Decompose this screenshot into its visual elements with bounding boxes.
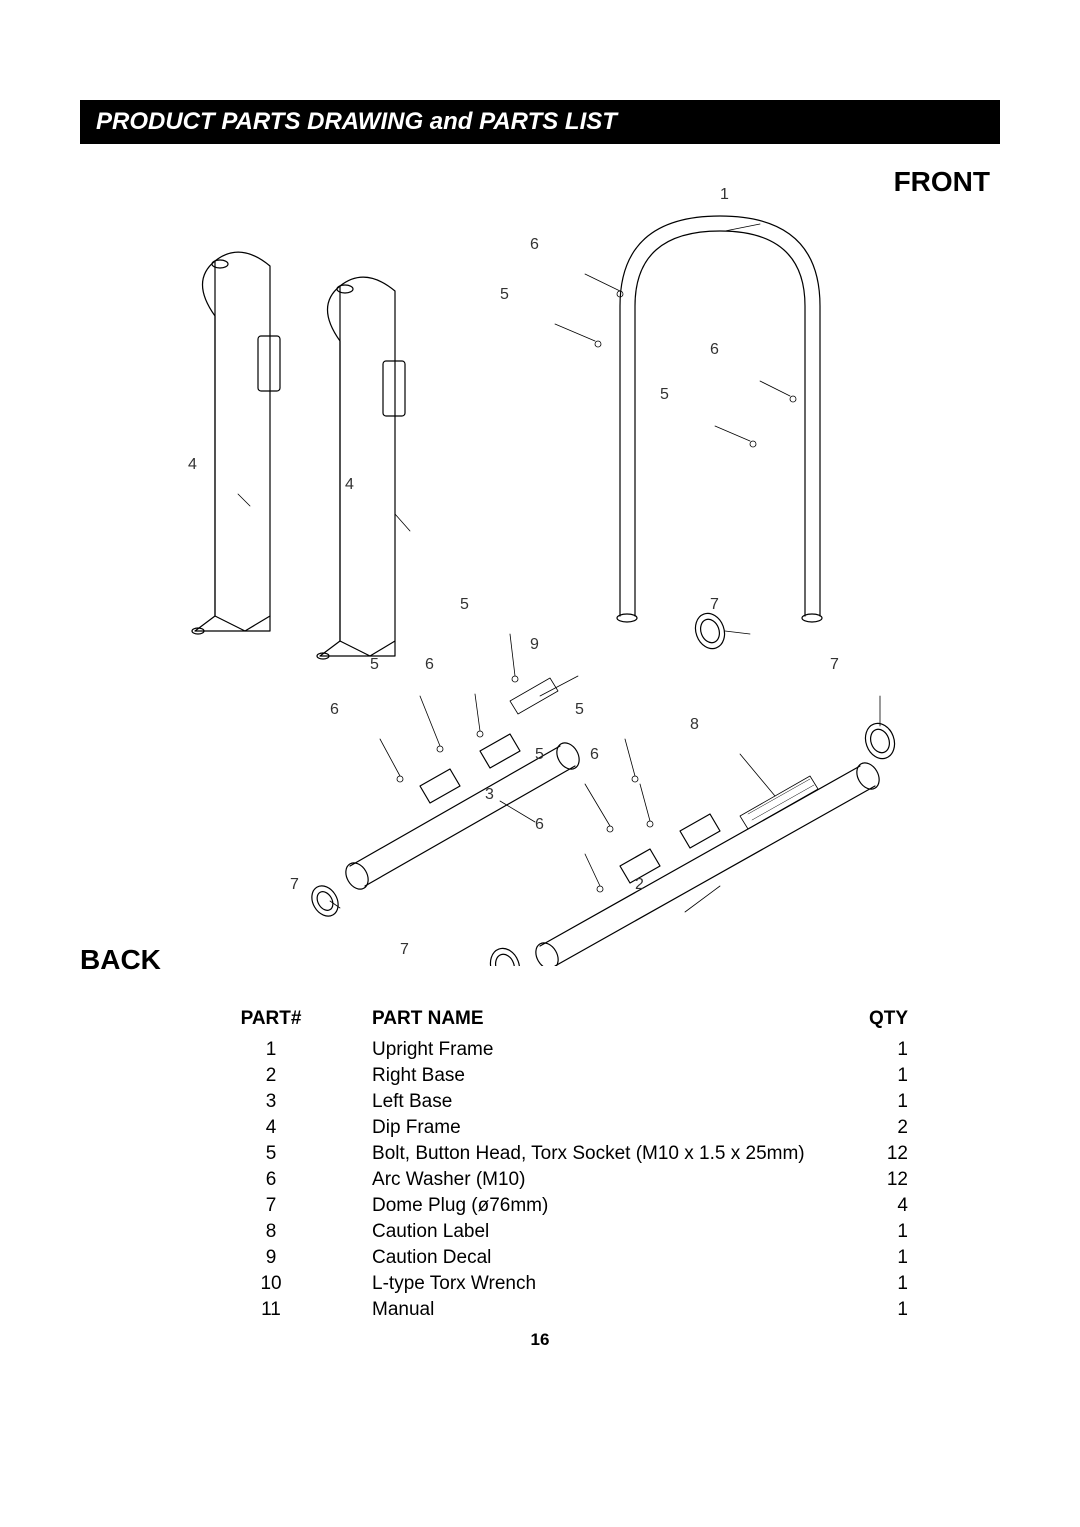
table-row: 4Dip Frame2 — [172, 1116, 908, 1140]
callout-6: 6 — [590, 746, 599, 764]
cell-part-num: 3 — [172, 1090, 370, 1114]
callout-6: 6 — [530, 236, 539, 254]
callout-5: 5 — [660, 386, 669, 404]
callout-5: 5 — [535, 746, 544, 764]
section-header: PRODUCT PARTS DRAWING and PARTS LIST — [80, 100, 1000, 144]
callout-6: 6 — [425, 656, 434, 674]
cell-part-name: Caution Decal — [372, 1246, 807, 1270]
table-row: 9Caution Decal1 — [172, 1246, 908, 1270]
cell-part-num: 7 — [172, 1194, 370, 1218]
table-row: 6Arc Washer (M10)12 — [172, 1168, 908, 1192]
callout-5: 5 — [370, 656, 379, 674]
cell-qty: 12 — [809, 1142, 908, 1166]
cell-part-name: Arc Washer (M10) — [372, 1168, 807, 1192]
callout-4: 4 — [345, 476, 354, 494]
page-number: 16 — [80, 1330, 1000, 1350]
cell-qty: 2 — [809, 1116, 908, 1140]
table-row: 5Bolt, Button Head, Torx Socket (M10 x 1… — [172, 1142, 908, 1166]
callout-6: 6 — [535, 816, 544, 834]
cell-qty: 1 — [809, 1246, 908, 1270]
cell-part-num: 1 — [172, 1038, 370, 1062]
cell-part-num: 10 — [172, 1272, 370, 1296]
table-row: 2Right Base1 — [172, 1064, 908, 1088]
callout-7: 7 — [830, 656, 839, 674]
callout-3: 3 — [485, 786, 494, 804]
table-row: 1Upright Frame1 — [172, 1038, 908, 1062]
col-qty: QTY — [809, 1008, 908, 1036]
cell-part-num: 5 — [172, 1142, 370, 1166]
cell-part-num: 9 — [172, 1246, 370, 1270]
callout-5: 5 — [460, 596, 469, 614]
table-row: 10L-type Torx Wrench1 — [172, 1272, 908, 1296]
exploded-diagram: FRONT BACK — [80, 156, 1000, 976]
callout-7: 7 — [710, 596, 719, 614]
cell-part-name: Manual — [372, 1298, 807, 1322]
table-row: 7Dome Plug (ø76mm)4 — [172, 1194, 908, 1218]
callout-4: 4 — [188, 456, 197, 474]
col-part-name: PART NAME — [372, 1008, 807, 1036]
cell-part-num: 6 — [172, 1168, 370, 1192]
callout-6: 6 — [330, 701, 339, 719]
cell-part-name: Upright Frame — [372, 1038, 807, 1062]
cell-part-num: 2 — [172, 1064, 370, 1088]
cell-qty: 1 — [809, 1220, 908, 1244]
cell-qty: 12 — [809, 1168, 908, 1192]
callout-5: 5 — [575, 701, 584, 719]
cell-part-name: Dome Plug (ø76mm) — [372, 1194, 807, 1218]
callout-9: 9 — [530, 636, 539, 654]
cell-qty: 1 — [809, 1038, 908, 1062]
cell-part-num: 4 — [172, 1116, 370, 1140]
table-row: 3Left Base1 — [172, 1090, 908, 1114]
cell-qty: 1 — [809, 1064, 908, 1088]
cell-part-num: 8 — [172, 1220, 370, 1244]
callout-7: 7 — [290, 876, 299, 894]
cell-part-name: L-type Torx Wrench — [372, 1272, 807, 1296]
table-row: 8Caution Label1 — [172, 1220, 908, 1244]
callout-7: 7 — [400, 941, 409, 959]
parts-drawing-svg — [120, 186, 960, 966]
cell-part-name: Left Base — [372, 1090, 807, 1114]
cell-part-name: Bolt, Button Head, Torx Socket (M10 x 1.… — [372, 1142, 807, 1166]
table-row: 11Manual1 — [172, 1298, 908, 1322]
cell-part-name: Caution Label — [372, 1220, 807, 1244]
callout-5: 5 — [500, 286, 509, 304]
header-title: PRODUCT PARTS DRAWING and PARTS LIST — [96, 108, 617, 135]
cell-part-num: 11 — [172, 1298, 370, 1322]
cell-qty: 1 — [809, 1090, 908, 1114]
col-part-num: PART# — [172, 1008, 370, 1036]
cell-qty: 1 — [809, 1298, 908, 1322]
cell-qty: 1 — [809, 1272, 908, 1296]
parts-list-table: PART# PART NAME QTY 1Upright Frame12Righ… — [170, 1006, 910, 1324]
callout-6: 6 — [710, 341, 719, 359]
callout-8: 8 — [690, 716, 699, 734]
cell-part-name: Right Base — [372, 1064, 807, 1088]
cell-part-name: Dip Frame — [372, 1116, 807, 1140]
callout-2: 2 — [635, 876, 644, 894]
callout-1: 1 — [720, 186, 729, 204]
cell-qty: 4 — [809, 1194, 908, 1218]
